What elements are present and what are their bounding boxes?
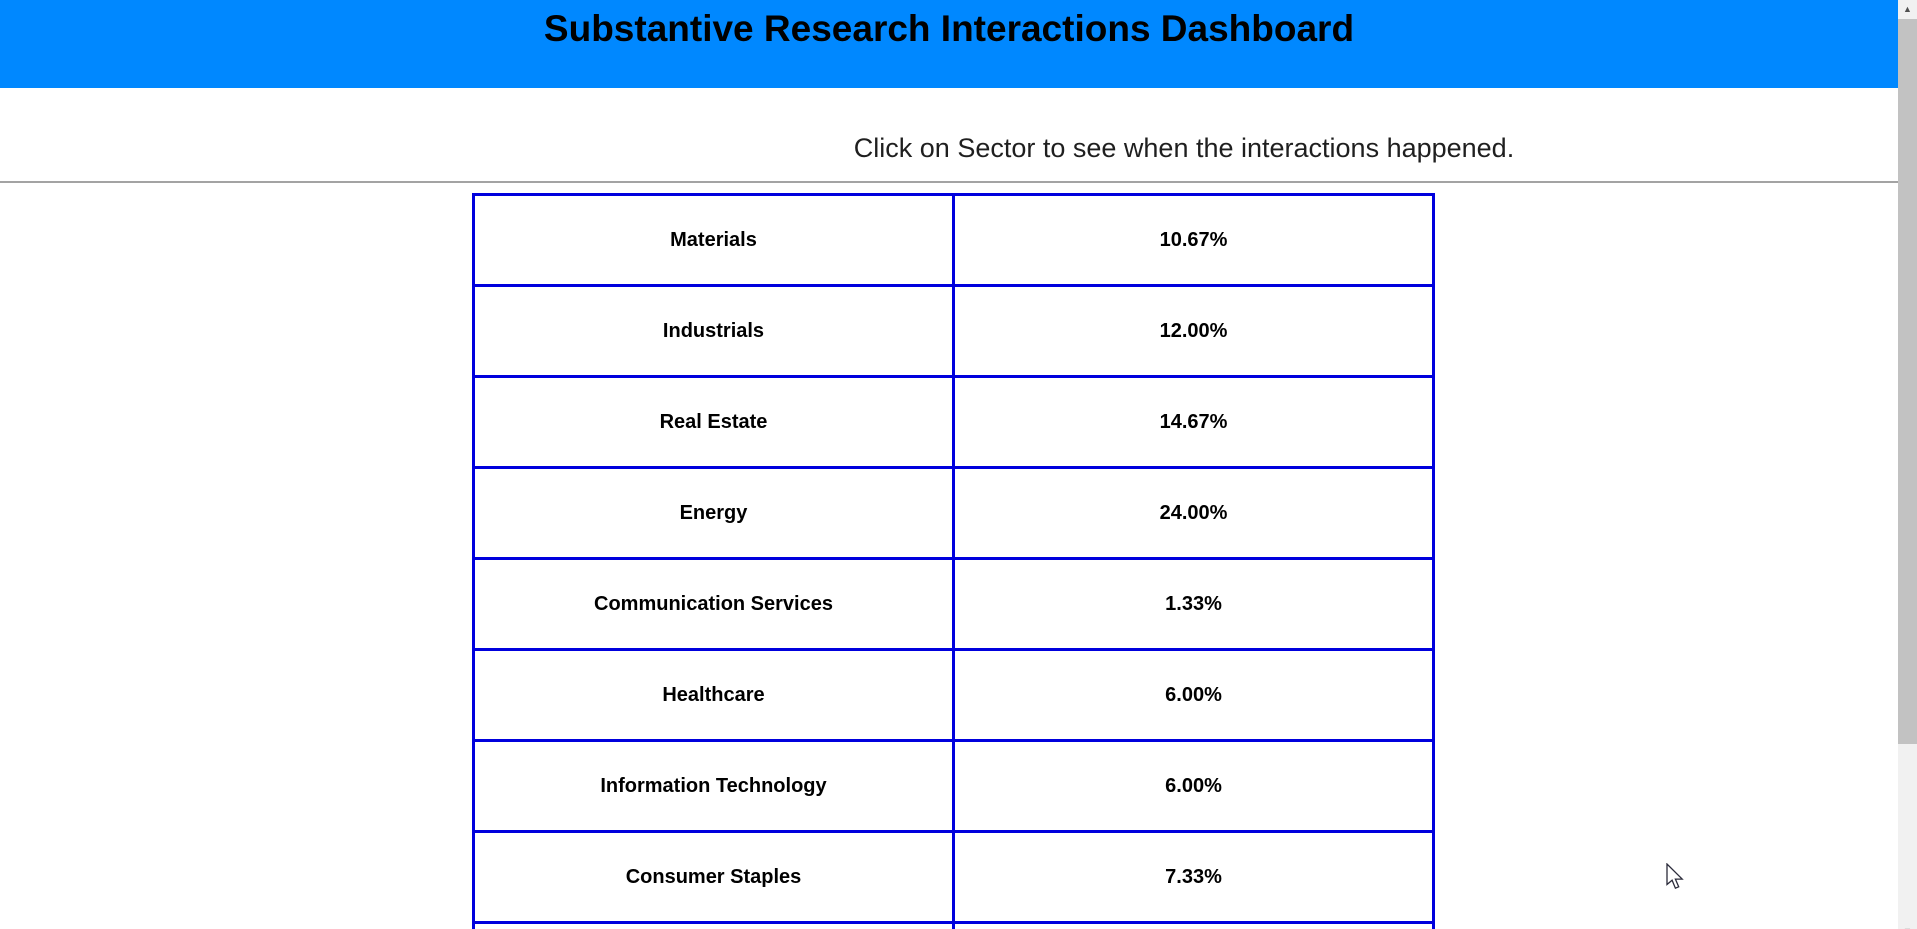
scrollbar-down-button[interactable]: ▼ bbox=[1898, 922, 1917, 929]
table-row-information-technology[interactable]: Information Technology 6.00% bbox=[472, 739, 1435, 833]
sector-value-cell: 1.33% bbox=[952, 557, 1435, 651]
sector-table: Materials 10.67% Industrials 12.00% Real… bbox=[472, 193, 1435, 929]
sector-name-cell[interactable] bbox=[472, 921, 955, 929]
sector-value-cell: 24.00% bbox=[952, 466, 1435, 560]
scrollbar-up-button[interactable]: ▲ bbox=[1898, 0, 1917, 17]
sector-name-cell[interactable]: Real Estate bbox=[472, 375, 955, 469]
instruction-text: Click on Sector to see when the interact… bbox=[853, 133, 1515, 163]
table-row-real-estate[interactable]: Real Estate 14.67% bbox=[472, 375, 1435, 469]
table-row-clipped[interactable] bbox=[472, 921, 1435, 929]
sector-name-cell[interactable]: Materials bbox=[472, 193, 955, 287]
sector-value-cell: 7.33% bbox=[952, 830, 1435, 924]
sector-name-cell[interactable]: Information Technology bbox=[472, 739, 955, 833]
scroll-down-icon: ▼ bbox=[1903, 926, 1912, 929]
app-header: Substantive Research Interactions Dashbo… bbox=[0, 0, 1898, 88]
scroll-up-icon: ▲ bbox=[1903, 3, 1912, 14]
sector-value-cell: 6.00% bbox=[952, 739, 1435, 833]
table-row-industrials[interactable]: Industrials 12.00% bbox=[472, 284, 1435, 378]
sector-name-cell[interactable]: Energy bbox=[472, 466, 955, 560]
subtitle-bar: Click on Sector to see when the interact… bbox=[0, 88, 1898, 183]
sector-name-cell[interactable]: Industrials bbox=[472, 284, 955, 378]
main-area: Materials 10.67% Industrials 12.00% Real… bbox=[0, 193, 1898, 929]
sector-value-cell: 6.00% bbox=[952, 648, 1435, 742]
sector-name-cell[interactable]: Consumer Staples bbox=[472, 830, 955, 924]
scrollbar[interactable]: ▲ ▼ bbox=[1898, 0, 1917, 929]
sector-name-cell[interactable]: Communication Services bbox=[472, 557, 955, 651]
table-row-consumer-staples[interactable]: Consumer Staples 7.33% bbox=[472, 830, 1435, 924]
table-row-energy[interactable]: Energy 24.00% bbox=[472, 466, 1435, 560]
sector-value-cell: 12.00% bbox=[952, 284, 1435, 378]
table-row-materials[interactable]: Materials 10.67% bbox=[472, 193, 1435, 287]
sector-name-cell[interactable]: Healthcare bbox=[472, 648, 955, 742]
sector-value-cell: 10.67% bbox=[952, 193, 1435, 287]
page-title: Substantive Research Interactions Dashbo… bbox=[543, 8, 1355, 49]
table-row-healthcare[interactable]: Healthcare 6.00% bbox=[472, 648, 1435, 742]
sector-value-cell bbox=[952, 921, 1435, 929]
sector-value-cell: 14.67% bbox=[952, 375, 1435, 469]
table-row-communication-services[interactable]: Communication Services 1.33% bbox=[472, 557, 1435, 651]
scrollbar-thumb[interactable] bbox=[1898, 19, 1917, 744]
